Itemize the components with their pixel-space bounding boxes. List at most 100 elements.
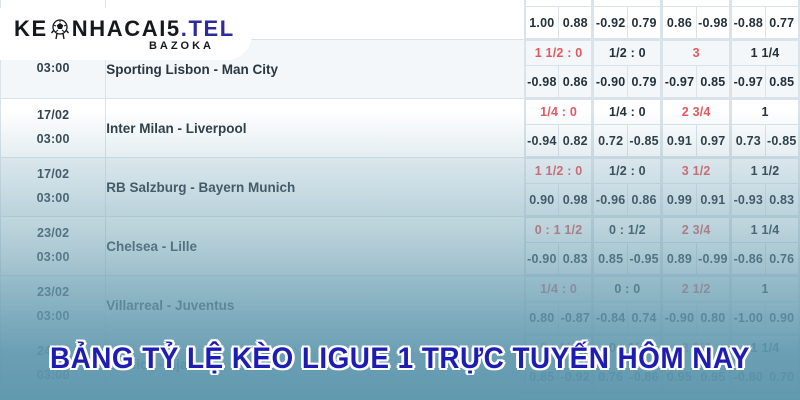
odds-value-home[interactable]: 0.72 [593, 124, 628, 157]
odds-value-away[interactable]: 0.79 [626, 65, 662, 98]
match-datetime-cell: 17/02 03:00 [0, 157, 107, 217]
odds-value-away[interactable]: -0.99 [695, 242, 731, 275]
market-cell-2: 1/4 : 0 0.72 -0.85 [592, 98, 663, 158]
odds-value-home[interactable]: 0.80 [524, 301, 560, 334]
odds-value-away[interactable]: 0.80 [695, 301, 731, 334]
odds-value-home[interactable]: -0.96 [593, 183, 628, 216]
market-cell-2: 0 : 0 -0.84 0.74 [592, 275, 663, 335]
match-time: 03:00 [36, 250, 70, 264]
odds-value-away[interactable]: 0.83 [558, 242, 593, 275]
market-line[interactable]: 1/2 : 0 [593, 158, 662, 184]
market-line[interactable]: 1/2 : 0 [593, 40, 662, 66]
market-line[interactable]: 0 : 1 1/2 [524, 217, 593, 243]
site-logo[interactable]: KE NHACAI5 .TEL BAZOKA [0, 8, 252, 60]
odds-value-away[interactable]: 0.85 [764, 65, 800, 98]
match-teams-cell[interactable]: Villarreal - Juventus [105, 275, 525, 335]
odds-value-away[interactable]: 0.83 [764, 183, 800, 216]
odds-value-home[interactable]: 0.99 [662, 183, 697, 216]
odds-value-home[interactable]: -0.90 [593, 65, 628, 98]
odds-value-home[interactable]: -0.92 [593, 6, 628, 39]
odds-value-home[interactable]: 0.73 [731, 124, 766, 157]
odds-value-home[interactable]: -1.00 [731, 301, 766, 334]
odds-value-home[interactable]: -0.97 [662, 65, 697, 98]
odds-value-away[interactable]: 0.91 [695, 183, 731, 216]
market-cell-3: 2 3/4 0.91 0.97 [661, 98, 732, 158]
market-line[interactable]: 1 1/4 [731, 40, 799, 66]
odds-value-home[interactable]: -0.94 [524, 124, 560, 157]
market-cell-3: 2 1/2 -0.90 0.80 [661, 275, 732, 335]
odds-value-home[interactable]: -0.98 [524, 65, 560, 98]
odds-value-away[interactable]: 0.86 [558, 65, 593, 98]
market-line[interactable]: 2 3/4 [662, 99, 731, 125]
odds-value-away[interactable]: 0.79 [626, 6, 662, 39]
odds-value-home[interactable]: 0.91 [662, 124, 697, 157]
odds-value-home[interactable]: 0.86 [662, 6, 697, 39]
odds-value-away[interactable]: 0.90 [764, 301, 800, 334]
market-line[interactable]: 0 : 0 [593, 276, 662, 302]
odds-value-away[interactable]: 0.76 [764, 242, 800, 275]
odds-value-away[interactable]: -0.87 [558, 301, 593, 334]
market-line[interactable]: 1 1/2 [731, 158, 799, 184]
match-teams-cell[interactable]: RB Salzburg - Bayern Munich [105, 157, 525, 217]
market-line[interactable]: 1/4 : 0 [593, 99, 662, 125]
market-cell-3: 2 3/40.86-0.98 [661, 0, 732, 40]
odds-value-home[interactable]: -0.90 [662, 301, 697, 334]
odds-value-away[interactable]: 0.86 [626, 183, 662, 216]
odds-value-away[interactable]: 0.82 [558, 124, 593, 157]
market-line[interactable]: 1/4 : 0 [524, 276, 593, 302]
odds-value-home[interactable]: -0.93 [731, 183, 766, 216]
market-cell-1: 1/4 : 0 0.80 -0.87 [523, 275, 594, 335]
market-line[interactable]: 3 [662, 40, 731, 66]
odds-value-home[interactable]: 1.00 [524, 6, 560, 39]
odds-value-away[interactable]: -0.95 [626, 242, 662, 275]
logo-wordmark: KE NHACAI5 .TEL [0, 16, 252, 42]
table-row[interactable]: 23/02 03:00 Villarreal - Juventus 1/4 : 0 0.… [0, 275, 800, 335]
odds-value-home[interactable]: -0.90 [524, 242, 560, 275]
odds-value-home[interactable]: -0.88 [731, 6, 766, 39]
match-datetime-cell: 23/02 03:00 [0, 275, 107, 335]
odds-value-home[interactable]: -0.84 [593, 301, 628, 334]
odds-value-away[interactable]: 0.77 [764, 6, 800, 39]
odds-value-home[interactable]: -0.86 [731, 242, 766, 275]
match-time: 03:00 [36, 191, 70, 205]
odds-value-home[interactable]: 0.90 [524, 183, 560, 216]
odds-value-away[interactable]: 0.88 [558, 6, 593, 39]
market-cell-3: 3 1/2 0.99 0.91 [661, 157, 732, 217]
match-teams-cell[interactable]: Chelsea - Lille [105, 216, 525, 276]
odds-value-away[interactable]: 0.74 [626, 301, 662, 334]
odds-value-away[interactable]: -0.98 [695, 6, 731, 39]
market-cell-1: 1/4 : 0 -0.94 0.82 [523, 98, 594, 158]
market-line[interactable]: 1 1/2 : 0 [524, 40, 593, 66]
odds-value-away[interactable]: 0.98 [558, 183, 593, 216]
market-line[interactable]: 2 1/2 [662, 276, 731, 302]
market-line[interactable]: 2 3/4 [662, 217, 731, 243]
odds-value-away[interactable]: -0.85 [626, 124, 662, 157]
table-row[interactable]: 23/02 03:00 Chelsea - Lille 0 : 1 1/2 -0.90 0… [0, 216, 800, 276]
market-line[interactable]: 1 [731, 99, 799, 125]
market-line[interactable]: 1 1/2 : 0 [524, 158, 593, 184]
odds-value-home[interactable]: -0.97 [731, 65, 766, 98]
table-row[interactable]: 17/02 03:00 Inter Milan - Liverpool 1/4 : 0… [0, 98, 800, 158]
market-line[interactable]: 1 1/4 [731, 217, 799, 243]
odds-value-home[interactable]: 0.89 [662, 242, 697, 275]
match-date: 23/02 [36, 285, 70, 300]
table-row[interactable]: 17/02 03:00 RB Salzburg - Bayern Munich 1 1… [0, 157, 800, 217]
match-teams-cell[interactable]: Inter Milan - Liverpool [105, 98, 525, 158]
market-line[interactable]: 1 [731, 276, 799, 302]
odds-value-away[interactable]: -0.85 [764, 124, 800, 157]
odds-value-away[interactable]: 0.97 [695, 124, 731, 157]
market-line[interactable]: 3 1/2 [662, 158, 731, 184]
market-line[interactable]: 1/4 : 0 [524, 99, 593, 125]
match-time: 03:00 [36, 309, 70, 323]
match-datetime-cell: 23/02 03:00 [0, 216, 107, 276]
market-cell-4: 1 -1.00 0.90 [730, 275, 800, 335]
logo-text-part2: NHACAI5 [71, 16, 181, 41]
odds-value-home[interactable]: 0.85 [593, 242, 628, 275]
logo-text-part1: KE [14, 16, 48, 41]
odds-value-away[interactable]: 0.85 [695, 65, 731, 98]
market-cell-4: 1 1/4 -0.86 0.76 [730, 216, 800, 276]
promo-banner-text: BẢNG TỶ LỆ KÈO LIGUE 1 TRỰC TUYẾN HÔM NA… [50, 342, 750, 375]
market-line[interactable]: 0 : 1/2 [593, 217, 662, 243]
market-cell-1: 0 : 1 1/2 -0.90 0.83 [523, 216, 594, 276]
